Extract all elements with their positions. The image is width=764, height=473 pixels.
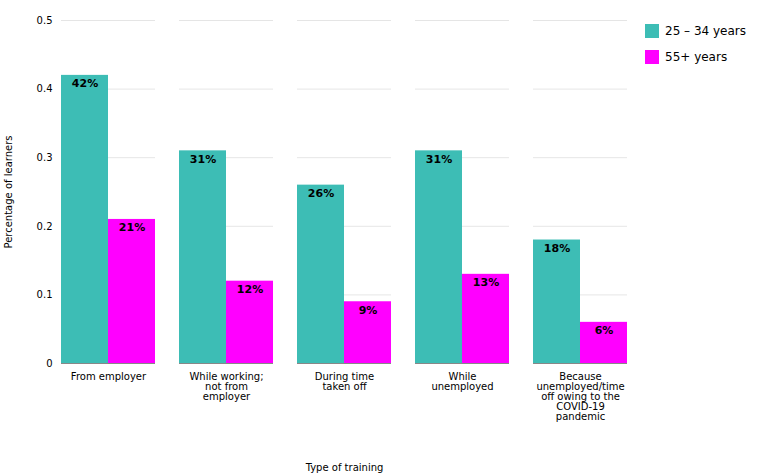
svg-text:0.4: 0.4 — [37, 83, 53, 94]
svg-text:18%: 18% — [544, 242, 570, 255]
svg-text:0.5: 0.5 — [37, 15, 53, 26]
html-text:55+ years: 55+ years — [665, 50, 728, 64]
svg-text:0: 0 — [46, 358, 52, 369]
svg-text:13%: 13% — [473, 276, 499, 289]
svg-text:42%: 42% — [72, 77, 98, 90]
svg-text:12%: 12% — [237, 283, 263, 296]
svg-text:0.3: 0.3 — [37, 152, 53, 163]
svg-text:Type of training: Type of training — [305, 462, 384, 473]
svg-text:6%: 6% — [595, 324, 614, 337]
svg-text:During timetaken off: During timetaken off — [315, 371, 374, 392]
svg-text:31%: 31% — [190, 153, 216, 166]
svg-text:From employer: From employer — [71, 371, 147, 382]
svg-text:26%: 26% — [308, 187, 334, 200]
svg-text:0.2: 0.2 — [37, 221, 53, 232]
html-text:25 – 34 years: 25 – 34 years — [665, 24, 746, 38]
svg-text:While working;not fromemployer: While working;not fromemployer — [189, 371, 263, 402]
svg-text:Percentage of learners: Percentage of learners — [3, 135, 14, 248]
svg-text:Becauseunemployed/timeoff owin: Becauseunemployed/timeoff owing to theCO… — [536, 371, 624, 422]
svg-text:9%: 9% — [359, 304, 378, 317]
svg-text:0.1: 0.1 — [37, 289, 53, 300]
svg-text:Whileunemployed: Whileunemployed — [431, 371, 493, 392]
svg-text:31%: 31% — [426, 153, 452, 166]
svg-text:21%: 21% — [119, 221, 145, 234]
